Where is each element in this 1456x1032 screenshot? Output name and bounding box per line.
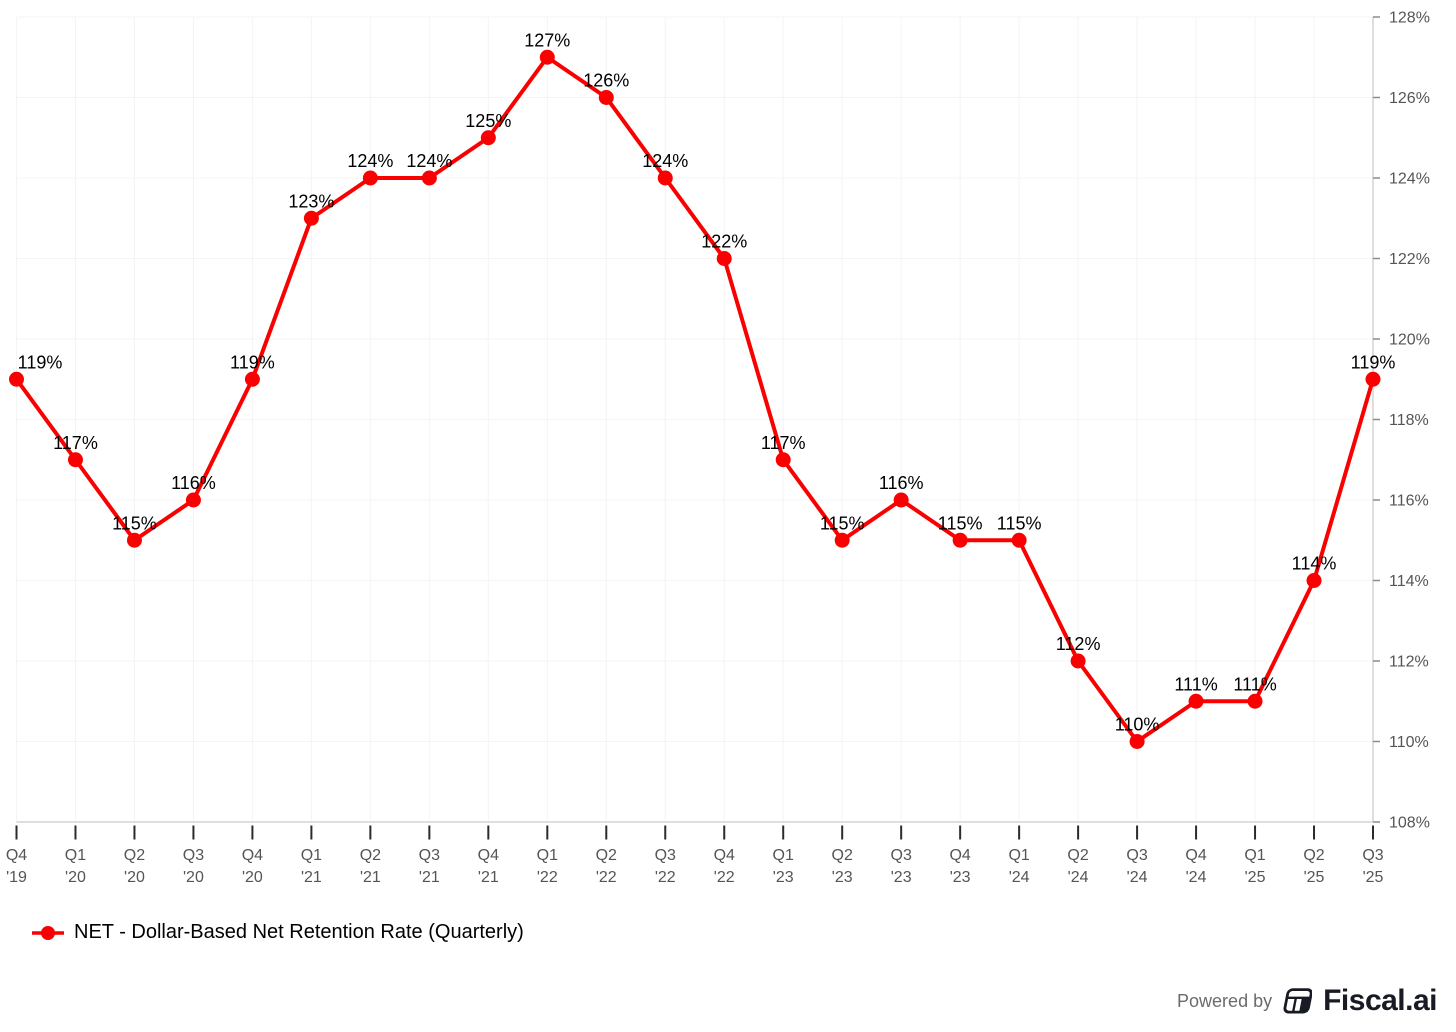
y-tick-label: 124%	[1389, 171, 1430, 188]
data-label: 117%	[53, 433, 98, 453]
data-label: 116%	[171, 473, 216, 493]
data-label: 124%	[642, 151, 688, 171]
y-tick-label: 128%	[1389, 10, 1430, 27]
data-point[interactable]	[893, 492, 909, 508]
data-label: 115%	[820, 513, 865, 533]
y-tick-label: 126%	[1389, 90, 1430, 107]
data-label: 119%	[18, 352, 63, 372]
data-label: 111%	[1174, 674, 1217, 694]
data-point[interactable]	[716, 251, 732, 266]
x-tick-label: Q2'21	[360, 847, 381, 886]
data-label: 117%	[761, 433, 806, 453]
data-point[interactable]	[775, 452, 791, 468]
data-label: 119%	[230, 352, 275, 372]
data-label: 115%	[997, 513, 1042, 533]
x-tick-label: Q2'24	[1067, 847, 1088, 886]
x-tick-label: Q2'23	[832, 847, 853, 886]
line-chart-canvas: Q4'19 Q1'20 Q2'20 Q3'20 Q4'20 Q1'21 Q2'21 Q3'21…	[6, 10, 1430, 887]
data-point[interactable]	[1129, 734, 1145, 749]
data-label: 111%	[1233, 674, 1276, 694]
legend-marker-icon	[32, 925, 64, 940]
data-label: 126%	[583, 71, 629, 91]
footer-attribution: Powered by Fiscal.ai	[1177, 984, 1437, 1018]
x-tick-label: Q4'22	[714, 847, 735, 886]
powered-by-text: Powered by	[1177, 990, 1273, 1011]
fiscal-brand-text: Fiscal.ai	[1323, 984, 1437, 1017]
legend-label: NET - Dollar-Based Net Retention Rate (Q…	[74, 921, 524, 943]
data-point[interactable]	[1070, 653, 1086, 669]
data-point[interactable]	[598, 90, 614, 105]
data-label: 110%	[1115, 715, 1160, 735]
x-tick-label: Q4'24	[1185, 847, 1206, 886]
data-label: 123%	[288, 191, 334, 211]
data-point[interactable]	[657, 170, 673, 186]
y-tick-label: 114%	[1389, 573, 1429, 590]
data-label: 125%	[465, 111, 511, 131]
data-point[interactable]	[1306, 573, 1322, 588]
data-point[interactable]	[539, 49, 555, 65]
series-line	[14, 55, 1375, 744]
x-tick-label: Q1'20	[65, 847, 86, 886]
x-tick-label: Q4'21	[478, 847, 499, 886]
legend-item[interactable]: NET - Dollar-Based Net Retention Rate (Q…	[31, 921, 524, 944]
y-tick-label: 120%	[1389, 332, 1430, 349]
data-label: 124%	[347, 151, 393, 171]
data-point[interactable]	[126, 532, 142, 548]
data-label: 116%	[879, 473, 924, 493]
x-tick-label: Q1'23	[773, 847, 794, 886]
x-tick-label: Q1'22	[537, 847, 558, 886]
data-point[interactable]	[362, 170, 378, 186]
x-tick-label: Q3'25	[1362, 847, 1383, 886]
x-tick-label: Q3'24	[1126, 847, 1147, 886]
data-label: 127%	[524, 30, 570, 50]
x-tick-label: Q3'23	[891, 847, 912, 886]
data-point[interactable]	[1365, 371, 1381, 387]
data-point[interactable]	[244, 371, 260, 387]
data-label: 115%	[938, 513, 983, 533]
y-tick-label: 108%	[1389, 815, 1430, 832]
data-point[interactable]	[1247, 693, 1263, 709]
fiscal-logo-icon	[1283, 987, 1313, 1014]
data-point[interactable]	[1011, 532, 1027, 548]
data-label: 119%	[1351, 352, 1396, 372]
y-tick-label: 112%	[1389, 654, 1429, 671]
data-point[interactable]	[9, 371, 24, 387]
x-tick-label: Q2'20	[124, 847, 145, 886]
data-point[interactable]	[1188, 693, 1204, 709]
y-tick-label: 122%	[1389, 251, 1430, 268]
data-point[interactable]	[952, 532, 968, 548]
x-tick-label: Q4'19	[6, 847, 27, 886]
x-tick-label: Q1'21	[301, 847, 322, 886]
y-tick-label: 118%	[1389, 412, 1429, 429]
x-tick-label: Q4'20	[242, 847, 263, 886]
y-tick-label: 110%	[1389, 734, 1429, 751]
data-label: 114%	[1292, 554, 1337, 574]
x-tick-label: Q2'25	[1303, 847, 1324, 886]
x-tick-label: Q2'22	[596, 847, 617, 886]
data-label: 112%	[1056, 634, 1101, 654]
retention-rate-chart: Q4'19 Q1'20 Q2'20 Q3'20 Q4'20 Q1'21 Q2'21 Q3'21…	[6, 10, 1430, 887]
y-tick-label: 116%	[1389, 493, 1429, 510]
x-tick-label: Q4'23	[949, 847, 970, 886]
data-point[interactable]	[303, 210, 319, 226]
x-tick-label: Q3'21	[419, 847, 440, 886]
data-label: 124%	[406, 151, 452, 171]
data-label: 122%	[701, 232, 747, 252]
x-tick-label: Q3'20	[183, 847, 204, 886]
data-point[interactable]	[421, 170, 437, 186]
x-tick-label: Q3'22	[655, 847, 676, 886]
x-tick-label: Q1'24	[1008, 847, 1029, 886]
data-point[interactable]	[480, 130, 496, 146]
x-tick-label: Q1'25	[1244, 847, 1265, 886]
data-point[interactable]	[185, 492, 201, 508]
data-label: 115%	[112, 513, 157, 533]
data-point[interactable]	[834, 532, 850, 548]
data-point[interactable]	[67, 452, 83, 468]
